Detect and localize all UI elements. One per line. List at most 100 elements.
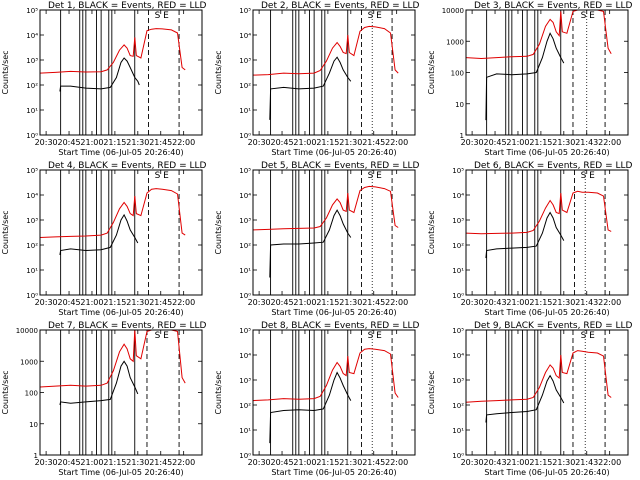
y-tick-label: 10¹ [452,267,464,275]
x-tick-label: 22:00 [598,458,621,467]
series-line-events [485,374,565,423]
x-tick-label: 20:45 [58,458,81,467]
y-tick-label: 10³ [26,57,38,65]
y-axis-label: Counts/sec [427,50,436,94]
x-tick-label: 21:00 [506,298,529,307]
series-line-events [269,209,352,278]
x-tick-label: 20:45 [484,138,507,147]
series-line-events [59,213,139,255]
x-tick-label: 20:30 [35,138,58,147]
y-tick-label: 10⁰ [26,292,38,300]
y-axis-label: Counts/sec [1,50,10,94]
y-tick-label: 10⁴ [26,192,38,200]
x-tick-label: 20:30 [248,138,271,147]
y-tick-label: 1000 [20,358,38,366]
y-tick-label: 1 [34,452,38,460]
x-tick-label: 21:30 [552,458,575,467]
x-tick-label: 22:00 [598,298,621,307]
detector-panel-2: Det 2, BLACK = Events, RED = LLD S E Count… [213,0,426,160]
detector-panel-7: Det 7, BLACK = Events, RED = LLD S E Count… [0,320,213,480]
x-tick-label: 21:00 [506,458,529,467]
chart-annotation: S E [581,171,596,181]
y-tick-label: 10⁵ [452,167,464,175]
chart-title: Det 2, BLACK = Events, RED = LLD [261,1,420,11]
y-tick-label: 10³ [452,217,464,225]
y-tick-label: 10³ [239,377,251,385]
x-tick-label: 21:00 [506,138,529,147]
y-tick-label: 10⁰ [452,452,464,460]
x-tick-label: 20:30 [35,458,58,467]
y-tick-label: 10⁴ [239,192,251,200]
plot-frame [465,169,629,296]
series-line-lld [252,25,399,76]
x-tick-label: 21:43 [575,298,598,307]
chart-title: Det 6, BLACK = Events, RED = LLD [474,161,633,171]
x-axis-label: Start Time (06-Jul-05 20:26:40) [58,308,183,317]
plot-frame [252,169,416,296]
x-tick-label: 20:45 [58,138,81,147]
series-line-events [269,56,352,120]
chart-annotation: S E [581,11,596,21]
x-tick-label: 22:00 [385,138,408,147]
series-line-lld [465,350,612,403]
y-tick-label: 10⁵ [239,7,251,15]
y-tick-label: 10⁰ [239,132,251,140]
chart-annotation: S E [155,331,170,341]
y-tick-label: 10² [239,82,251,90]
x-tick-label: 21:15 [316,138,339,147]
x-axis-label: Start Time (06-Jul-05 20:26:40) [271,148,396,157]
y-tick-label: 10⁰ [26,132,38,140]
x-tick-label: 21:45 [362,458,385,467]
y-axis-label: Counts/sec [1,210,10,254]
series-line-lld [465,190,612,235]
x-tick-label: 22:00 [172,138,195,147]
y-tick-label: 10³ [26,217,38,225]
y-tick-label: 10 [455,101,464,109]
y-tick-label: 10000 [16,327,38,335]
y-tick-label: 10² [452,242,464,250]
y-tick-label: 10² [26,82,38,90]
chart-title: Det 4, BLACK = Events, RED = LLD [48,161,207,171]
x-tick-label: 21:15 [103,138,126,147]
plot-frame [465,9,629,136]
x-tick-label: 21:15 [103,458,126,467]
x-tick-label: 22:00 [385,458,408,467]
y-tick-label: 10⁵ [26,167,38,175]
y-axis-label: Counts/sec [214,210,223,254]
plot-frame [465,329,629,456]
series-line-events [485,32,565,121]
detector-panel-9: Det 9, BLACK = Events, RED = LLD S E Count… [426,320,639,480]
x-tick-label: 21:43 [575,458,598,467]
chart-annotation: S E [155,171,170,181]
chart-title: Det 3, BLACK = Events, RED = LLD [474,1,633,11]
y-axis-label: Counts/sec [214,370,223,414]
x-tick-label: 21:43 [575,138,598,147]
plot-frame [39,169,203,296]
x-tick-label: 21:15 [529,458,552,467]
x-tick-label: 21:30 [339,138,362,147]
y-tick-label: 10⁴ [452,352,464,360]
x-tick-label: 20:30 [35,298,58,307]
x-tick-label: 22:00 [385,298,408,307]
chart-annotation: S E [368,331,383,341]
x-axis-label: Start Time (06-Jul-05 20:26:40) [58,468,183,477]
y-axis-label: Counts/sec [427,210,436,254]
x-tick-label: 21:30 [126,138,149,147]
y-tick-label: 10² [239,242,251,250]
x-tick-label: 21:45 [149,138,172,147]
series-line-events [485,211,565,259]
series-line-lld [39,28,186,74]
detector-panel-4: Det 4, BLACK = Events, RED = LLD S E Count… [0,160,213,320]
y-tick-label: 10² [26,242,38,250]
chart-annotation: S E [368,171,383,181]
y-tick-label: 100 [451,70,464,78]
y-axis-label: Counts/sec [1,370,10,414]
y-tick-label: 10⁴ [452,192,464,200]
series-line-lld [252,185,399,231]
x-tick-label: 20:43 [484,458,507,467]
y-tick-label: 10³ [239,217,251,225]
y-tick-label: 10⁰ [452,292,464,300]
